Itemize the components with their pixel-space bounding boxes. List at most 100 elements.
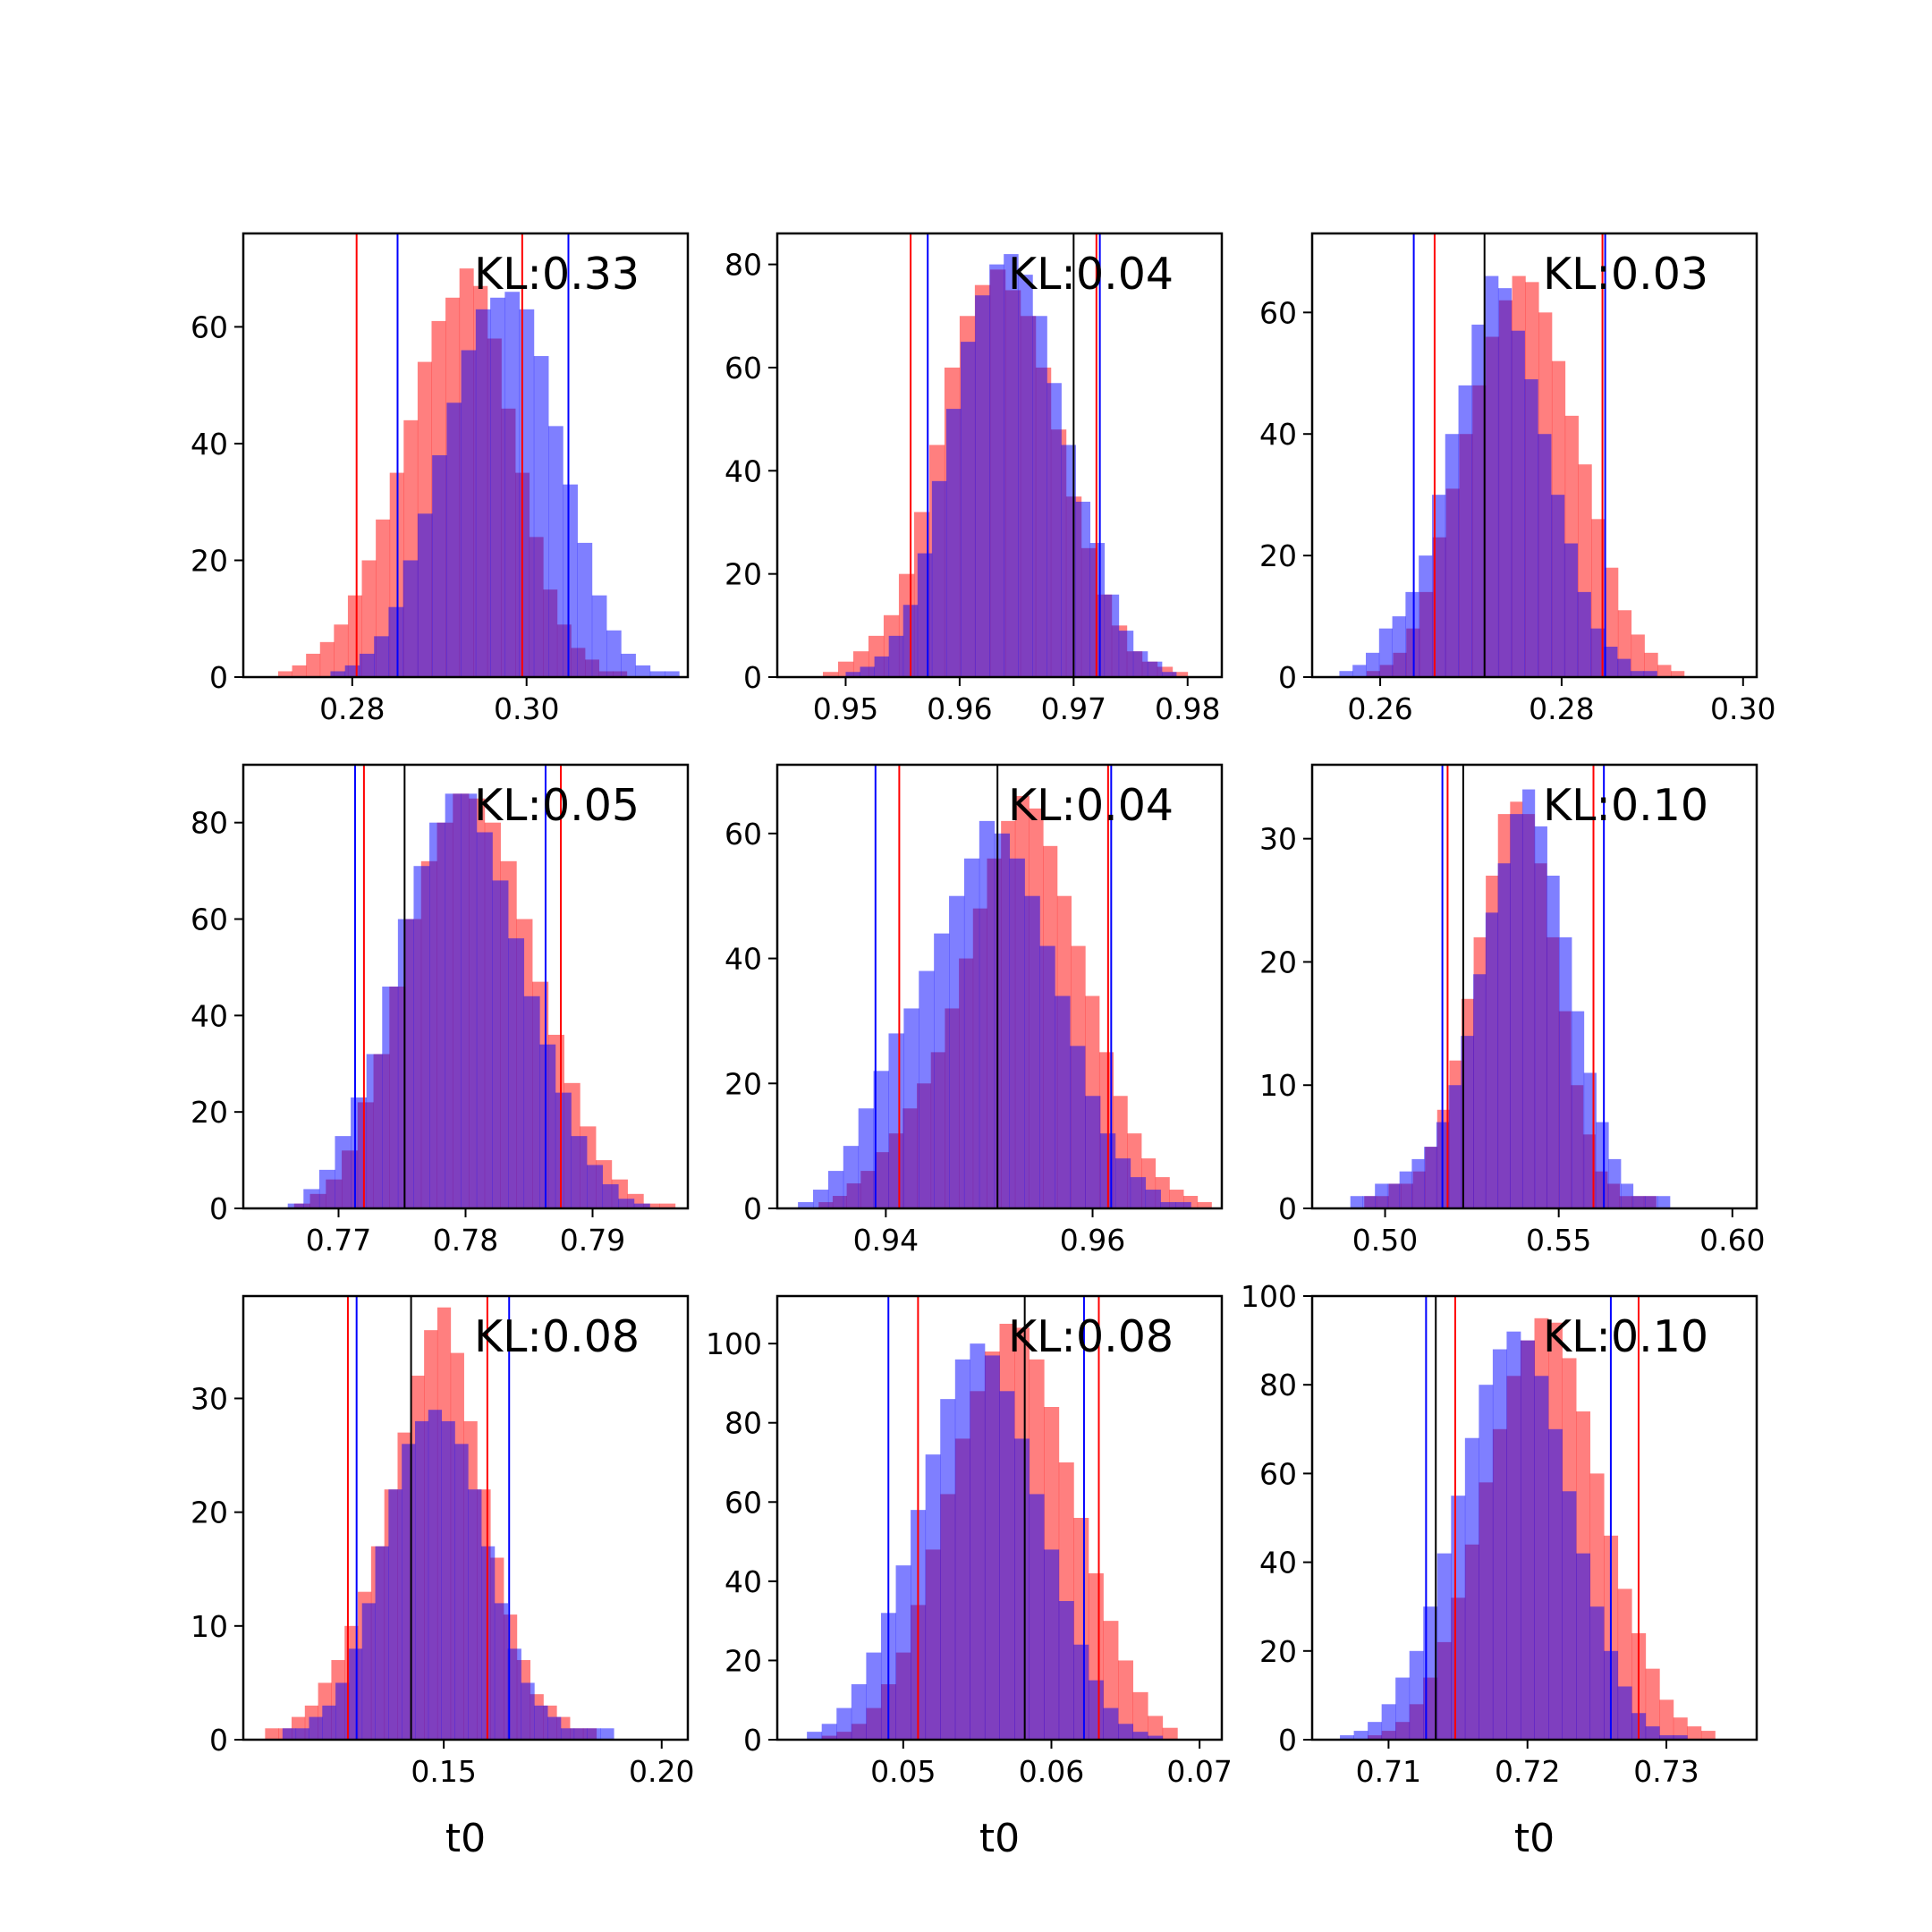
series-b-histogram-bar xyxy=(866,1652,882,1740)
series-b-histogram-bar xyxy=(1018,275,1033,677)
kl-annotation: KL:0.10 xyxy=(1543,1311,1708,1362)
series-a-histogram-bar xyxy=(1687,1726,1702,1740)
series-b-histogram-bar xyxy=(1145,1190,1161,1208)
series-a-histogram-bar xyxy=(361,560,377,677)
series-b-histogram-bar xyxy=(851,1684,867,1740)
series-b-histogram-bar xyxy=(860,666,875,677)
series-b-histogram-bar xyxy=(402,560,419,677)
series-b-histogram-bar xyxy=(999,1391,1015,1740)
series-b-histogram-bar xyxy=(600,1728,614,1740)
series-b-histogram-bar xyxy=(1130,1177,1147,1208)
series-b-histogram-bar xyxy=(573,1728,588,1740)
series-a-histogram-bar xyxy=(1659,1699,1674,1740)
series-a-histogram-bar xyxy=(1132,1691,1148,1740)
subplot-3-3: 0.71 0.72 0.73 0 20 40 60 80 100 KL:0.10 t0 xyxy=(1241,1279,1758,1861)
series-a-histogram-bar xyxy=(1644,652,1658,677)
series-b-histogram-bar xyxy=(1175,1202,1191,1208)
series-b-histogram-bar xyxy=(1534,826,1547,1208)
series-b-histogram-bar xyxy=(322,1705,336,1740)
series-b-histogram-bar xyxy=(1559,936,1572,1208)
series-b-histogram-bar xyxy=(989,264,1004,677)
series-b-histogram-bar xyxy=(1046,383,1062,677)
series-a-histogram-bar xyxy=(822,672,839,677)
series-b-histogram-bar xyxy=(1524,379,1538,677)
series-b-histogram-bar xyxy=(1534,1376,1549,1740)
x-tick-label: 0.71 xyxy=(1356,1754,1421,1789)
x-tick-label: 0.94 xyxy=(853,1223,919,1258)
x-tick-label: 0.72 xyxy=(1495,1754,1560,1789)
kl-annotation: KL:0.04 xyxy=(1008,249,1174,300)
series-b-histogram-bar xyxy=(366,1054,383,1208)
series-b-histogram-bar xyxy=(521,1682,535,1740)
series-b-histogram-bar xyxy=(1070,1046,1086,1208)
series-b-histogram-bar xyxy=(1039,945,1055,1208)
series-b-histogram-bar xyxy=(1368,1722,1383,1740)
series-b-histogram-bar xyxy=(475,309,491,677)
y-tick-label: 10 xyxy=(1259,1068,1297,1103)
series-b-histogram-bar xyxy=(807,1732,823,1740)
series-a-histogram-bar xyxy=(1673,1717,1688,1740)
series-b-histogram-bar xyxy=(508,938,525,1208)
y-tick-label: 20 xyxy=(724,1643,762,1678)
series-b-histogram-bar xyxy=(1339,671,1353,677)
series-b-histogram-bar xyxy=(577,542,593,677)
series-a-histogram-bar xyxy=(1631,634,1645,677)
x-tick-label: 0.55 xyxy=(1526,1223,1591,1258)
series-b-histogram-bar xyxy=(1645,1196,1658,1208)
series-b-histogram-bar xyxy=(1617,1686,1632,1740)
series-b-histogram-bar xyxy=(504,292,520,677)
plot-area xyxy=(822,233,1189,677)
series-b-histogram-bar xyxy=(888,1033,904,1208)
series-b-histogram-bar xyxy=(1451,1496,1466,1740)
series-b-histogram-bar xyxy=(476,832,493,1208)
series-b-histogram-bar xyxy=(555,1092,572,1208)
series-b-histogram-bar xyxy=(1055,996,1071,1208)
series-b-histogram-bar xyxy=(1061,445,1076,677)
series-b-histogram-bar xyxy=(1378,628,1393,677)
series-b-histogram-bar xyxy=(836,1707,852,1740)
y-tick-label: 10 xyxy=(191,1609,228,1644)
series-b-histogram-bar xyxy=(635,665,651,677)
series-b-histogram-bar xyxy=(1604,647,1618,677)
y-tick-label: 20 xyxy=(1259,945,1297,979)
series-b-histogram-bar xyxy=(1589,1606,1605,1740)
subplot-1-3: 0.26 0.28 0.30 0 20 40 60 KL:0.03 xyxy=(1259,232,1776,726)
series-b-histogram-bar xyxy=(539,1044,556,1208)
y-tick-label: 20 xyxy=(724,1066,762,1101)
series-b-histogram-bar xyxy=(361,1603,376,1740)
series-b-histogram-bar xyxy=(1608,1158,1622,1208)
series-b-histogram-bar xyxy=(1350,1196,1363,1208)
series-b-histogram-bar xyxy=(843,1146,860,1208)
series-b-histogram-bar xyxy=(1085,1096,1101,1208)
series-b-histogram-bar xyxy=(1161,672,1177,677)
x-tick-label: 0.15 xyxy=(411,1754,476,1789)
series-b-histogram-bar xyxy=(382,987,399,1208)
subplot-1-2: 0.95 0.96 0.97 0.98 0 20 40 60 80 KL:0.04 xyxy=(724,232,1224,726)
y-tick-label: 60 xyxy=(1259,295,1297,330)
series-b-histogram-bar xyxy=(984,1355,1000,1740)
series-b-histogram-bar xyxy=(1436,1553,1452,1740)
series-b-histogram-bar xyxy=(454,1444,469,1740)
series-b-histogram-bar xyxy=(1448,1085,1462,1208)
series-b-histogram-bar xyxy=(1485,275,1499,677)
y-tick-label: 30 xyxy=(191,1381,228,1416)
series-b-histogram-bar xyxy=(1445,434,1459,677)
y-tick-label: 60 xyxy=(191,309,228,344)
series-b-histogram-bar xyxy=(1464,1437,1479,1740)
series-b-histogram-bar xyxy=(1632,1196,1646,1208)
series-b-histogram-bar xyxy=(295,1728,309,1740)
y-tick-label: 0 xyxy=(209,1191,228,1226)
series-b-histogram-bar xyxy=(1511,330,1525,677)
x-tick-label: 0.30 xyxy=(1710,691,1775,726)
x-tick-label: 0.20 xyxy=(629,1754,694,1789)
series-b-histogram-bar xyxy=(1399,1171,1412,1208)
series-b-histogram-bar xyxy=(1075,501,1091,677)
x-tick-label: 0.79 xyxy=(560,1223,625,1258)
axes-frame xyxy=(775,1294,1224,1741)
series-a-histogram-bar xyxy=(265,1728,279,1740)
plot-area xyxy=(1339,233,1685,677)
series-b-histogram-bar xyxy=(1620,1183,1634,1208)
series-b-histogram-bar xyxy=(606,630,622,677)
series-b-histogram-bar xyxy=(534,1705,548,1740)
